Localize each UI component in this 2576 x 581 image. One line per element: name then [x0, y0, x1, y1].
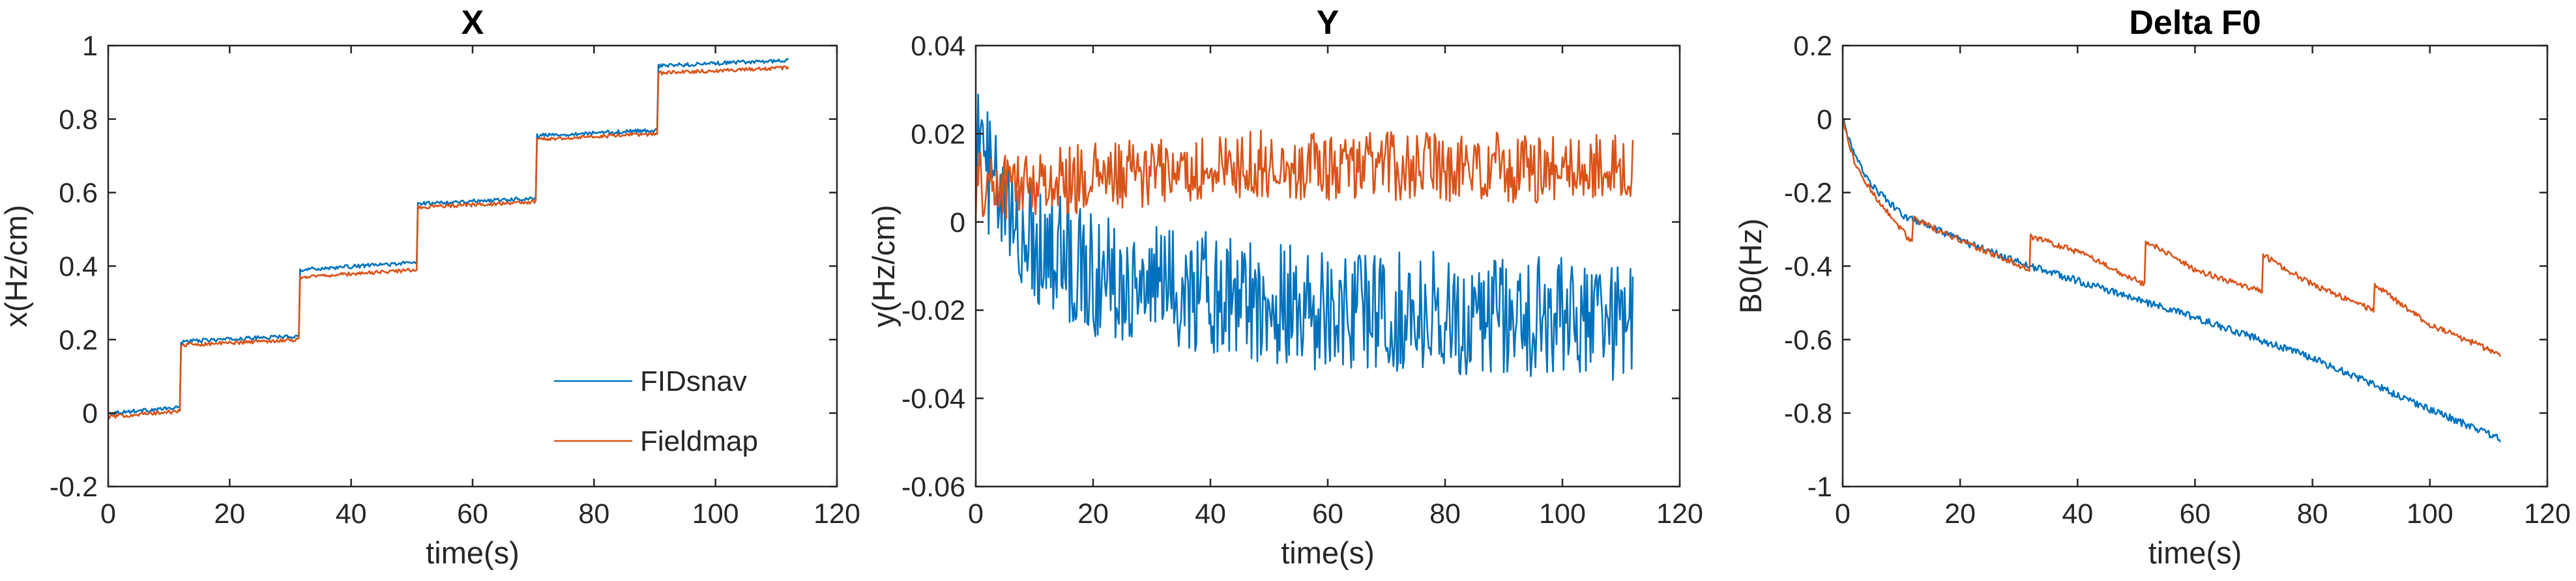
x-tick-label: 100 [2407, 498, 2453, 530]
series-line-fidsnav [1842, 119, 2502, 443]
x-tick-label: 60 [2180, 498, 2211, 530]
y-tick-label: 0.02 [911, 119, 965, 150]
y-tick-label: 0.8 [59, 104, 98, 135]
y-axis-label: B0(Hz) [1733, 218, 1768, 313]
x-tick-label: 20 [1944, 498, 1976, 530]
chart-y: 0 20 40 60 80 100 120 -0.06 -0.04 -0.02 0 0.02 0.04 Y… [866, 4, 1703, 570]
y-tick-label: 0.6 [59, 178, 98, 209]
x-tick-label: 40 [2062, 498, 2093, 530]
x-axis-label: time(s) [2148, 535, 2242, 570]
y-axis-label: x(Hz/cm) [0, 205, 33, 328]
y-tick-label: 0.04 [911, 31, 965, 62]
x-tick-label: 100 [1539, 498, 1586, 530]
chart-delta-f0: 0 20 40 60 80 100 120 -1 -0.8 -0.6 -0.4 -0.2 0 0.2 Del… [1733, 4, 2571, 570]
y-tick-label: 0.2 [1793, 31, 1832, 62]
x-tick-label: 0 [968, 498, 984, 530]
legend-label-fidsnav: FIDsnav [640, 365, 747, 397]
y-tick-label: -0.06 [901, 472, 965, 503]
series-line-fidsnav [974, 93, 1634, 381]
x-tick-label: 80 [1429, 498, 1461, 530]
plot-area [1843, 46, 2547, 487]
y-tick-label: -0.04 [901, 384, 965, 415]
x-tick-label: 120 [813, 498, 860, 530]
x-tick-label: 40 [336, 498, 367, 530]
x-tick-label: 0 [100, 498, 116, 530]
y-tick-label: 0 [1817, 104, 1832, 135]
x-tick-label: 20 [1077, 498, 1109, 530]
plot-area [108, 46, 837, 487]
y-tick-label: 0 [950, 207, 965, 238]
x-tick-label: 80 [578, 498, 609, 530]
x-tick-label: 120 [2524, 498, 2571, 530]
y-tick-label: 0.2 [59, 324, 98, 356]
chart-title: X [461, 4, 484, 42]
chart-x: 0 20 40 60 80 100 120-0.200.20.40.60.81Xtime(s… [0, 4, 860, 570]
y-tick-label: -0.2 [1784, 178, 1832, 209]
x-axis-label: time(s) [1281, 535, 1375, 570]
y-tick-label: 0 [82, 398, 98, 429]
y-tick-label: -0.02 [901, 295, 965, 326]
chart-title: Delta F0 [2129, 4, 2261, 42]
legend: FIDsnav Fieldmap [554, 365, 758, 457]
x-tick-label: 40 [1195, 498, 1226, 530]
y-tick-label: -0.4 [1784, 251, 1832, 283]
series-line-fieldmap [974, 129, 1634, 221]
x-axis-label: time(s) [426, 535, 520, 570]
y-tick-label: -1 [1808, 472, 1832, 503]
y-tick-label: 1 [82, 31, 98, 62]
series-line-fieldmap [1841, 119, 2502, 357]
x-tick-label: 0 [1835, 498, 1851, 530]
x-tick-label: 80 [2297, 498, 2328, 530]
y-tick-label: -0.2 [50, 472, 98, 503]
y-axis-label: y(Hz/cm) [866, 205, 901, 328]
y-tick-label: -0.8 [1784, 398, 1832, 429]
y-tick-label: 0.4 [59, 251, 98, 283]
x-tick-label: 60 [1312, 498, 1343, 530]
y-tick-label: -0.6 [1784, 324, 1832, 356]
x-tick-label: 60 [457, 498, 488, 530]
x-tick-label: 100 [692, 498, 739, 530]
series-line-fieldmap [107, 65, 789, 419]
legend-label-fieldmap: Fieldmap [640, 425, 758, 457]
series-line-fidsnav [108, 58, 789, 416]
x-tick-label: 120 [1656, 498, 1703, 530]
chart-title: Y [1317, 4, 1339, 42]
x-tick-label: 20 [214, 498, 245, 530]
